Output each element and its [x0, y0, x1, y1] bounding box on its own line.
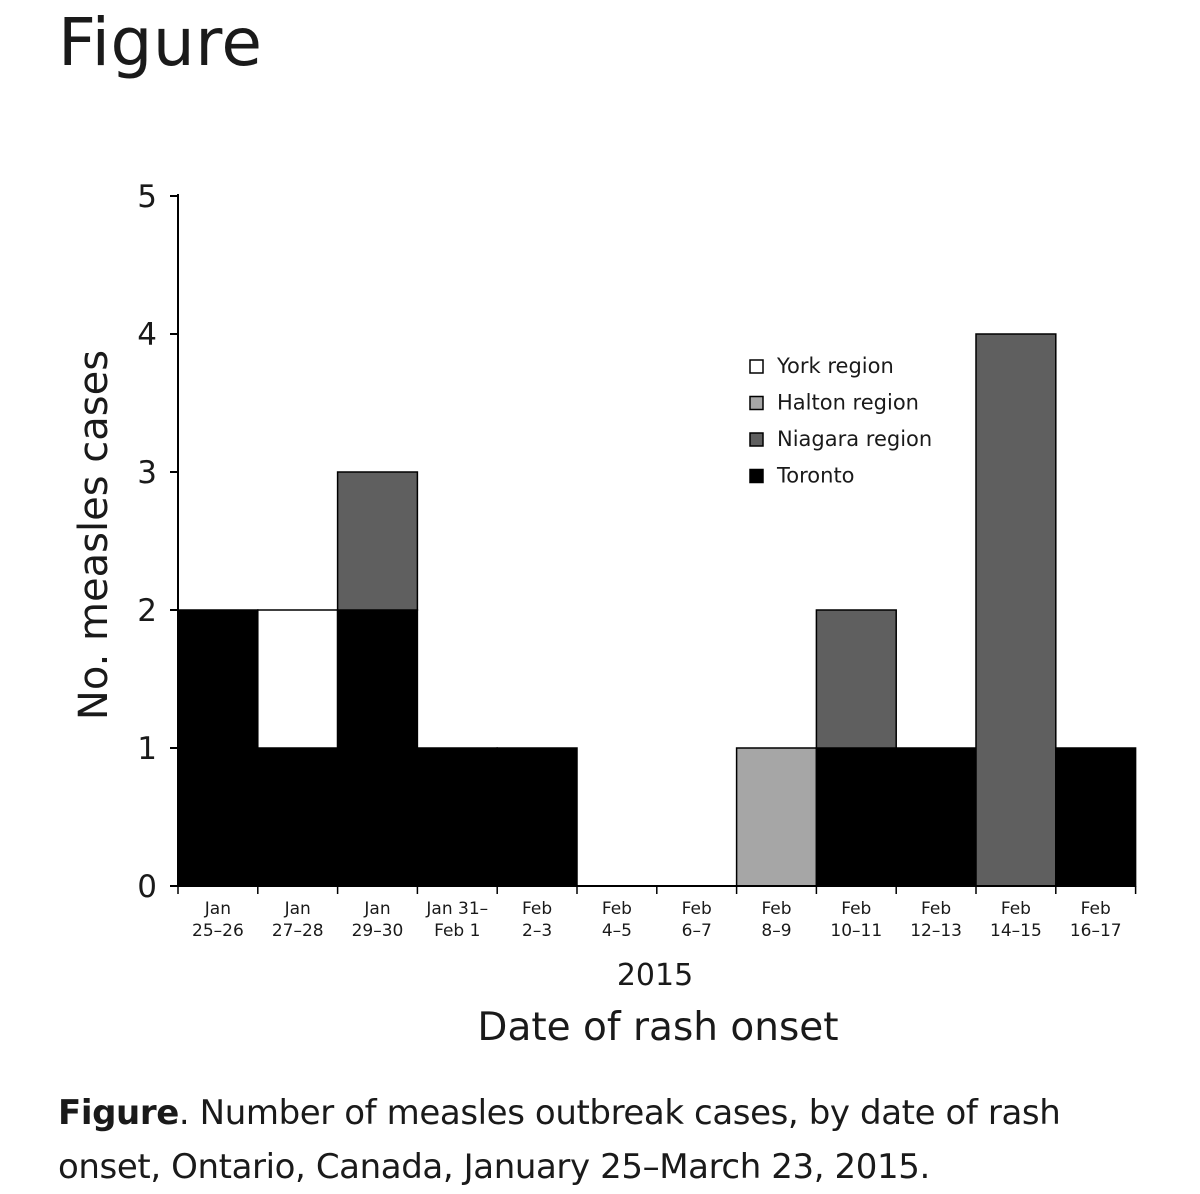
y-tick-label: 1 — [137, 731, 157, 767]
x-tick-label: Jan — [363, 899, 390, 919]
x-tick-label: 27–28 — [272, 921, 324, 941]
caption-text: . Number of measles outbreak cases, by d… — [58, 1093, 1061, 1187]
x-tick-label: Feb — [761, 899, 791, 919]
bar-toronto — [177, 609, 259, 887]
x-axis-year: 2015 — [617, 958, 693, 993]
bar-toronto — [1055, 747, 1137, 887]
x-tick-label: 12–13 — [910, 921, 962, 941]
page-title: Figure — [58, 4, 263, 81]
bar-york-region — [257, 609, 339, 749]
x-tick-label: 2–3 — [522, 921, 552, 941]
x-tick-label: Feb — [1001, 899, 1031, 919]
x-axis-title: Date of rash onset — [477, 1005, 838, 1050]
legend-swatch — [749, 432, 764, 447]
y-tick-label: 0 — [137, 869, 157, 905]
x-tick-label: Feb — [522, 899, 552, 919]
y-axis-title: No. measles cases — [71, 350, 117, 720]
x-tick-label: Feb — [682, 899, 712, 919]
x-tick-label: Jan — [204, 899, 231, 919]
bar-niagara-region — [975, 333, 1057, 887]
x-tick-label: 25–26 — [192, 921, 244, 941]
figure-caption: Figure. Number of measles outbreak cases… — [58, 1086, 1168, 1194]
x-tick-label: Feb 1 — [434, 921, 480, 941]
x-tick-label: Feb — [921, 899, 951, 919]
bar-toronto — [257, 747, 339, 887]
bar-toronto — [895, 747, 977, 887]
caption-label: Figure — [58, 1093, 179, 1133]
bar-toronto — [496, 747, 578, 887]
legend-swatch — [749, 359, 764, 374]
legend-label: Toronto — [776, 464, 855, 488]
x-tick-label: Jan — [284, 899, 311, 919]
x-tick-label: Feb — [1081, 899, 1111, 919]
y-tick-label: 2 — [137, 593, 157, 629]
legend-swatch — [749, 395, 764, 411]
legend-label: York region — [776, 354, 894, 378]
x-tick-label: 4–5 — [602, 921, 632, 941]
legend-label: Halton region — [777, 391, 919, 415]
x-tick-label: Feb — [841, 899, 871, 919]
bar-toronto — [336, 609, 419, 887]
legend-swatch — [749, 468, 764, 484]
legend-label: Niagara region — [777, 427, 932, 451]
x-tick-label: Jan 31– — [425, 899, 488, 919]
y-tick-label: 4 — [137, 317, 157, 353]
bar-halton-region — [735, 747, 818, 887]
y-tick-label: 3 — [137, 455, 157, 491]
y-tick-label: 5 — [137, 179, 157, 215]
bar-toronto — [416, 747, 498, 887]
x-tick-label: 6–7 — [682, 921, 712, 941]
x-tick-label: 29–30 — [352, 921, 404, 941]
x-tick-label: 8–9 — [761, 921, 791, 941]
x-tick-label: 16–17 — [1070, 921, 1122, 941]
bar-toronto — [815, 747, 897, 887]
x-tick-label: 10–11 — [830, 921, 882, 941]
bar-niagara-region — [336, 471, 419, 611]
bar-niagara-region — [815, 609, 897, 749]
x-tick-label: Feb — [602, 899, 632, 919]
x-tick-label: 14–15 — [990, 921, 1042, 941]
